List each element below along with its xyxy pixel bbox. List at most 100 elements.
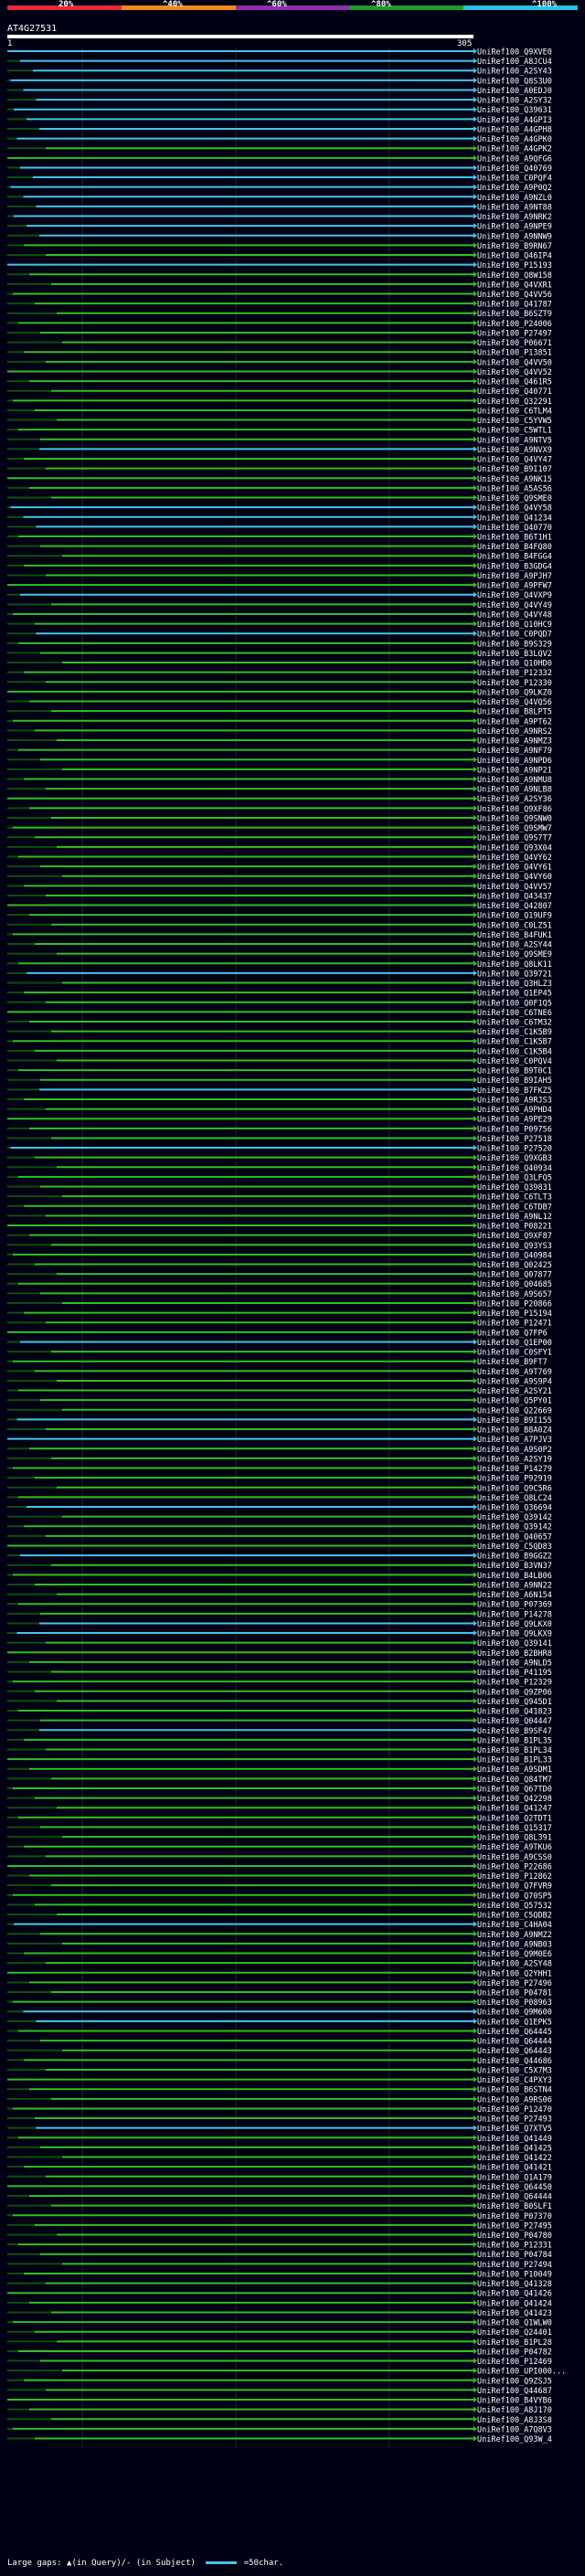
- hit-row[interactable]: UniRef100_B9I155: [7, 1416, 552, 1426]
- hit-label[interactable]: UniRef100_Q8W158: [477, 271, 552, 281]
- hit-label[interactable]: UniRef100_Q40769: [477, 164, 552, 174]
- hit-label[interactable]: UniRef100_P41195: [477, 1669, 552, 1678]
- hit-row[interactable]: UniRef100_P27493: [7, 2115, 552, 2125]
- hit-row[interactable]: UniRef100_Q7XTV5: [7, 2125, 552, 2134]
- hit-row[interactable]: UniRef100_Q32291: [7, 398, 552, 407]
- hit-row[interactable]: UniRef100_Q2TDT1: [7, 1814, 552, 1823]
- hit-row[interactable]: UniRef100_A2SY44: [7, 941, 552, 950]
- hit-row[interactable]: UniRef100_A9NVX9: [7, 446, 552, 455]
- hit-row[interactable]: UniRef100_A9RJS3: [7, 1096, 552, 1105]
- hit-label[interactable]: UniRef100_Q84TM7: [477, 1776, 552, 1785]
- hit-row[interactable]: UniRef100_A9NB03: [7, 1940, 552, 1949]
- hit-row[interactable]: UniRef100_P15193: [7, 261, 552, 270]
- hit-label[interactable]: UniRef100_P09756: [477, 1125, 552, 1134]
- hit-row[interactable]: UniRef100_Q04685: [7, 1280, 552, 1289]
- hit-row[interactable]: UniRef100_Q64443: [7, 2047, 552, 2056]
- hit-label[interactable]: UniRef100_Q3HLZ3: [477, 980, 552, 989]
- hit-label[interactable]: UniRef100_B9I107: [477, 465, 552, 474]
- hit-row[interactable]: UniRef100_A9NPE9: [7, 223, 552, 232]
- hit-label[interactable]: UniRef100_P12329: [477, 1679, 552, 1688]
- hit-label[interactable]: UniRef100_Q9XGB3: [477, 1154, 552, 1163]
- hit-row[interactable]: UniRef100_Q41449: [7, 2135, 552, 2144]
- hit-row[interactable]: UniRef100_A9NRK2: [7, 213, 552, 222]
- hit-label[interactable]: UniRef100_Q70SP5: [477, 1892, 552, 1901]
- hit-label[interactable]: UniRef100_A4GPI3: [477, 116, 552, 125]
- hit-label[interactable]: UniRef100_B9RN67: [477, 242, 552, 251]
- hit-label[interactable]: UniRef100_Q4VV52: [477, 368, 552, 377]
- hit-label[interactable]: UniRef100_A9NTV5: [477, 436, 552, 445]
- hit-label[interactable]: UniRef100_A8J3S8: [477, 2416, 552, 2425]
- hit-label[interactable]: UniRef100_Q9LKX9: [477, 1630, 552, 1639]
- hit-row[interactable]: UniRef100_P12469: [7, 2358, 552, 2367]
- hit-row[interactable]: UniRef100_A9S657: [7, 1290, 552, 1299]
- hit-label[interactable]: UniRef100_Q64450: [477, 2183, 552, 2192]
- hit-row[interactable]: UniRef100_Q46IP4: [7, 252, 552, 261]
- hit-label[interactable]: UniRef100_P12471: [477, 1320, 552, 1329]
- hit-row[interactable]: UniRef100_Q41247: [7, 1805, 552, 1814]
- hit-row[interactable]: UniRef100_A9S9P4: [7, 1377, 552, 1386]
- hit-row[interactable]: UniRef100_A9NP21: [7, 766, 552, 775]
- hit-row[interactable]: UniRef100_A9NNW9: [7, 232, 552, 241]
- hit-label[interactable]: UniRef100_Q64445: [477, 2028, 552, 2037]
- hit-label[interactable]: UniRef100_A4GPH8: [477, 125, 552, 134]
- hit-row[interactable]: UniRef100_Q9ZP06: [7, 1688, 552, 1697]
- hit-label[interactable]: UniRef100_Q10HC9: [477, 620, 552, 630]
- hit-row[interactable]: UniRef100_A9PT62: [7, 717, 552, 726]
- hit-row[interactable]: UniRef100_Q15317: [7, 1824, 552, 1833]
- hit-label[interactable]: UniRef100_A9PHD4: [477, 1106, 552, 1115]
- hit-label[interactable]: UniRef100_B9S329: [477, 640, 552, 649]
- hit-row[interactable]: UniRef100_A2SY48: [7, 1960, 552, 1969]
- hit-label[interactable]: UniRef100_A9NLD5: [477, 1659, 552, 1668]
- hit-row[interactable]: UniRef100_A9NRS2: [7, 727, 552, 737]
- hit-label[interactable]: UniRef100_P12470: [477, 2105, 552, 2115]
- hit-row[interactable]: UniRef100_B6SZT9: [7, 310, 552, 319]
- hit-row[interactable]: UniRef100_P04782: [7, 2348, 552, 2357]
- hit-label[interactable]: UniRef100_A9PT62: [477, 717, 552, 726]
- hit-row[interactable]: UniRef100_P27496: [7, 1979, 552, 1988]
- hit-row[interactable]: UniRef100_Q1EP00: [7, 1339, 552, 1348]
- hit-row[interactable]: UniRef100_C1K5B9: [7, 1028, 552, 1037]
- hit-row[interactable]: UniRef100_A9RS06: [7, 2095, 552, 2104]
- hit-label[interactable]: UniRef100_P20866: [477, 1299, 552, 1309]
- hit-row[interactable]: UniRef100_Q4VY61: [7, 864, 552, 873]
- hit-row[interactable]: UniRef100_Q70SP5: [7, 1892, 552, 1901]
- hit-label[interactable]: UniRef100_P10049: [477, 2270, 552, 2279]
- hit-row[interactable]: UniRef100_A9NLB8: [7, 786, 552, 795]
- hit-row[interactable]: UniRef100_Q4VV52: [7, 368, 552, 377]
- hit-label[interactable]: UniRef100_Q945D1: [477, 1698, 552, 1707]
- hit-row[interactable]: UniRef100_Q24401: [7, 2328, 552, 2337]
- hit-row[interactable]: UniRef100_B9RN67: [7, 242, 552, 251]
- hit-row[interactable]: UniRef100_Q9ZSJ5: [7, 2377, 552, 2386]
- hit-label[interactable]: UniRef100_C0PQD7: [477, 631, 552, 640]
- hit-label[interactable]: UniRef100_Q42807: [477, 902, 552, 911]
- hit-label[interactable]: UniRef100_Q41425: [477, 2144, 552, 2153]
- hit-label[interactable]: UniRef100_Q07877: [477, 1271, 552, 1280]
- hit-label[interactable]: UniRef100_A9NL12: [477, 1213, 552, 1222]
- hit-label[interactable]: UniRef100_A9NB03: [477, 1940, 552, 1949]
- hit-row[interactable]: UniRef100_A2SY32: [7, 97, 552, 106]
- hit-row[interactable]: UniRef100_P14279: [7, 1465, 552, 1474]
- hit-label[interactable]: UniRef100_Q40934: [477, 1164, 552, 1173]
- hit-label[interactable]: UniRef100_Q36694: [477, 1504, 552, 1513]
- hit-row[interactable]: UniRef100_B9S329: [7, 640, 552, 649]
- hit-label[interactable]: UniRef100_Q3LFQ5: [477, 1173, 552, 1182]
- hit-label[interactable]: UniRef100_Q4VQ56: [477, 698, 552, 707]
- hit-row[interactable]: UniRef100_P24006: [7, 320, 552, 329]
- hit-row[interactable]: UniRef100_C5QDB2: [7, 1912, 552, 1921]
- hit-row[interactable]: UniRef100_Q3HLZ3: [7, 980, 552, 989]
- hit-row[interactable]: UniRef100_A9P0Q2: [7, 184, 552, 193]
- hit-label[interactable]: UniRef100_Q93W_4: [477, 2435, 552, 2444]
- hit-label[interactable]: UniRef100_Q41328: [477, 2280, 552, 2289]
- hit-label[interactable]: UniRef100_B3VN37: [477, 1562, 552, 1571]
- hit-label[interactable]: UniRef100_A9NNW9: [477, 232, 552, 241]
- hit-label[interactable]: UniRef100_P27495: [477, 2221, 552, 2231]
- hit-row[interactable]: UniRef100_Q945D1: [7, 1698, 552, 1707]
- hit-label[interactable]: UniRef100_Q1EPK5: [477, 2018, 552, 2027]
- hit-label[interactable]: UniRef100_Q7XTV5: [477, 2125, 552, 2134]
- hit-label[interactable]: UniRef100_Q4VXP9: [477, 591, 552, 600]
- hit-row[interactable]: UniRef100_Q4VY62: [7, 853, 552, 863]
- hit-label[interactable]: UniRef100_Q41787: [477, 301, 552, 310]
- hit-label[interactable]: UniRef100_Q9M0E6: [477, 1950, 552, 1959]
- hit-row[interactable]: UniRef100_B4FQ80: [7, 543, 552, 552]
- hit-row[interactable]: UniRef100_Q9XF86: [7, 805, 552, 814]
